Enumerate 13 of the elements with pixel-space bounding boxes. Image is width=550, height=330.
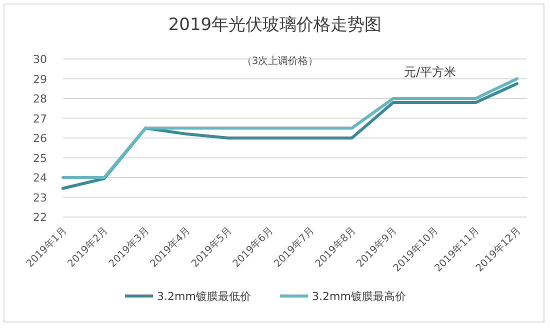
y-tick-label: 24	[33, 172, 47, 184]
y-tick-label: 22	[33, 211, 47, 224]
legend-label: 3.2mm镀膜最低价	[157, 290, 251, 303]
y-tick-label: 30	[33, 53, 47, 66]
annotation: 元/平方米	[404, 65, 456, 79]
y-tick-label: 29	[33, 72, 47, 86]
y-tick-label: 23	[33, 191, 47, 204]
y-tick-label: 27	[33, 112, 47, 126]
y-tick-label: 28	[33, 92, 47, 106]
chart-title: 2019年光伏玻璃价格走势图	[168, 15, 382, 35]
y-tick-label: 26	[33, 132, 47, 145]
legend-label: 3.2mm镀膜最高价	[312, 290, 406, 303]
y-tick-label: 25	[33, 152, 47, 165]
